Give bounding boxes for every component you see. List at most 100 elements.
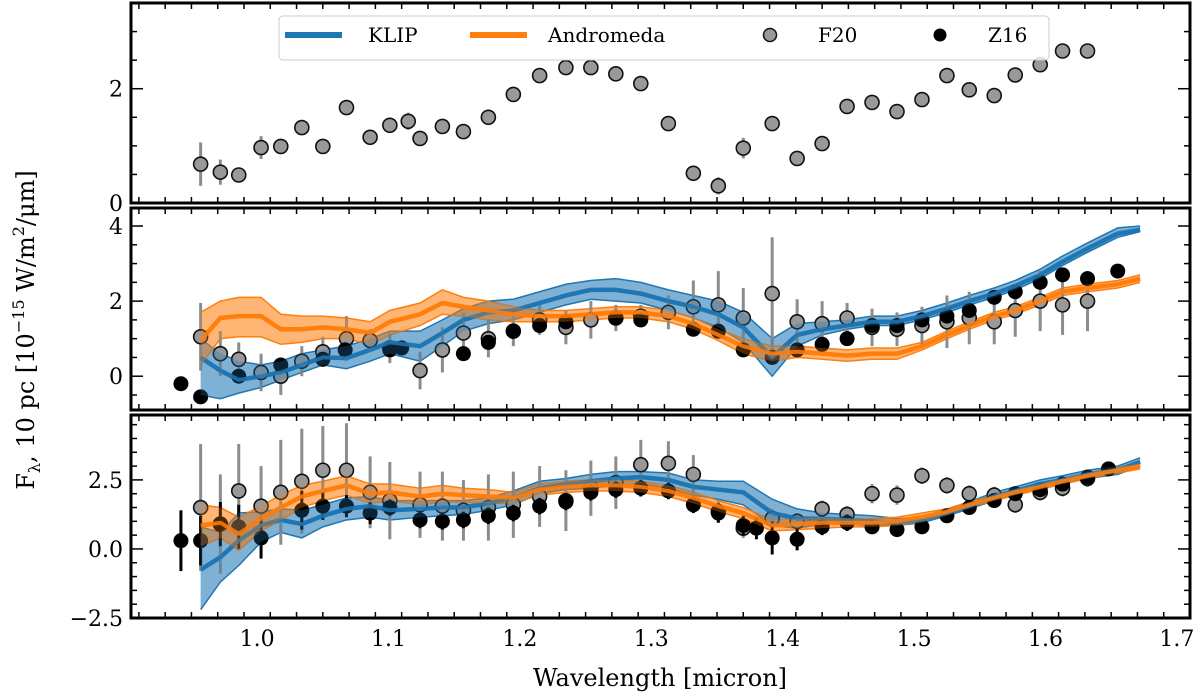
f20-point [914, 467, 930, 484]
f20-point [412, 362, 428, 379]
f20-point [914, 91, 930, 108]
y-axis-label: Fλ, 10 pc [10−15 W/m2/μm] [9, 170, 44, 489]
f20-point [230, 351, 247, 368]
f20-point [338, 99, 355, 116]
f20-point [864, 485, 880, 502]
plot-area-top [192, 43, 1096, 195]
legend-z16-marker [933, 28, 947, 42]
legend-andromeda-label: Andromeda [547, 23, 665, 47]
panel-top: 02 [109, 1, 1192, 217]
z16-point [455, 346, 471, 362]
z16-point [789, 531, 805, 547]
z16-point [558, 494, 574, 510]
x-tick-label: 1.4 [765, 627, 800, 652]
z16-point [633, 312, 649, 328]
f20-point [505, 86, 522, 103]
andromeda-band-overlay [200, 274, 1141, 365]
f20-point [272, 138, 289, 155]
z16-point [362, 505, 378, 521]
f20-point [558, 59, 574, 76]
z16-point [839, 331, 855, 347]
f20-point [1079, 43, 1096, 59]
x-tick-label: 1.7 [1159, 627, 1194, 652]
f20-point [212, 345, 229, 362]
f20-point [961, 485, 978, 502]
andromeda-band-upper [200, 462, 1141, 521]
z16-point [455, 512, 471, 528]
y-tick-label: 4 [109, 215, 123, 240]
f20-point [230, 483, 247, 499]
z16-point [173, 533, 189, 549]
z16-point [1055, 267, 1071, 283]
y-tick-label: 2.5 [88, 469, 123, 494]
f20-point [253, 498, 269, 514]
f20-point [789, 150, 805, 167]
z16-point [273, 357, 289, 373]
z16-point [939, 308, 955, 324]
legend-klip-label: KLIP [368, 23, 418, 47]
y-tick-label: 2 [109, 290, 123, 315]
klip-band-lower [200, 230, 1141, 400]
z16-point [505, 505, 521, 521]
z16-point [480, 334, 496, 350]
f20-point [531, 67, 548, 84]
f20-point [434, 118, 451, 135]
f20-point [192, 156, 209, 172]
f20-point [814, 135, 830, 152]
f20-point [455, 325, 472, 341]
f20-point [939, 477, 955, 494]
f20-point [660, 455, 677, 472]
legend-f20-label: F20 [818, 23, 857, 47]
z16-point [382, 342, 398, 358]
f20-point [710, 178, 727, 194]
f20-point [864, 94, 880, 111]
z16-point [505, 323, 521, 339]
legend-f20-marker [762, 27, 778, 43]
z16-point [814, 336, 830, 352]
z16-point [173, 376, 189, 392]
x-tick-label: 1.5 [897, 627, 932, 652]
klip-band-upper [200, 225, 1141, 366]
plot-area-bottom [173, 423, 1141, 611]
andromeda-band-lower [200, 281, 1141, 366]
z16-point [434, 513, 450, 529]
panel-frame [129, 413, 1192, 620]
f20-point [1079, 293, 1096, 309]
f20-point [685, 466, 702, 483]
f20-point [1054, 43, 1071, 59]
z16-point [961, 303, 977, 319]
z16-point [889, 522, 905, 538]
z16-point [253, 530, 269, 546]
z16-point [294, 502, 310, 518]
y-tick-label: 0 [109, 365, 123, 390]
z16-point [193, 533, 209, 549]
x-axis-label: Wavelength [micron] [533, 664, 787, 692]
f20-point [814, 501, 830, 517]
f20-point [362, 129, 378, 146]
x-tick-label: 1.2 [502, 627, 537, 652]
f20-point [272, 484, 289, 501]
f20-point [939, 67, 955, 84]
f20-point [434, 342, 451, 358]
klip-line-overlay [199, 227, 1141, 382]
panel-frame [129, 206, 1192, 412]
legend-box [278, 15, 1050, 61]
y-tick-label: −2.5 [70, 607, 123, 632]
z16-point [193, 389, 209, 405]
z16-point [748, 520, 764, 536]
f20-point [839, 98, 855, 115]
plot-area-middle [173, 225, 1141, 405]
f20-point [632, 456, 649, 473]
f20-point [632, 75, 649, 92]
panel-frame [129, 1, 1192, 205]
f20-point [253, 139, 269, 156]
z16-point [480, 508, 496, 524]
z16-point [337, 342, 353, 358]
x-tick-label: 1.1 [371, 627, 406, 652]
z16-point [315, 498, 331, 514]
panel-middle: 0 2 4 [109, 206, 1192, 412]
f20-point [986, 87, 1003, 104]
f20-point [1054, 297, 1071, 313]
z16-point [735, 517, 751, 533]
f20-point [412, 130, 428, 147]
